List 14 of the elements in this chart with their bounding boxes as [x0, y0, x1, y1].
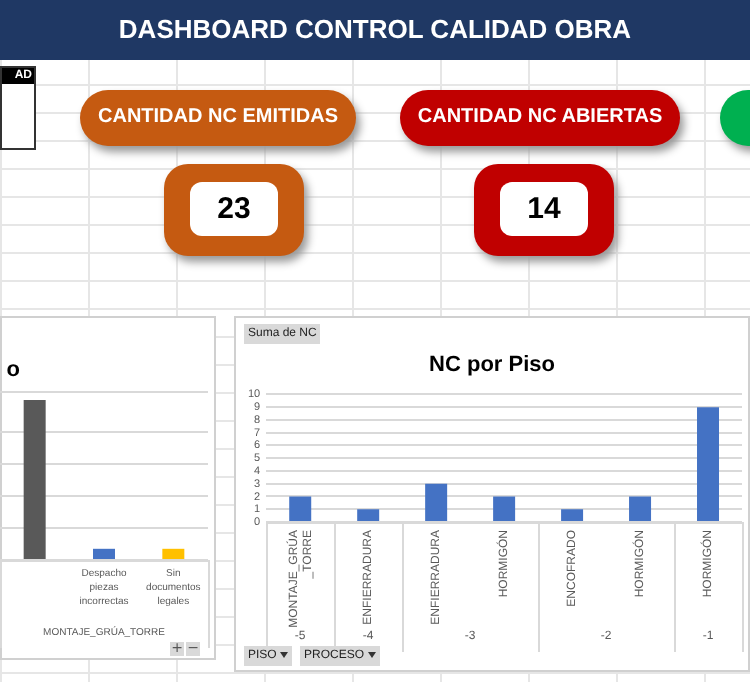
text: 14	[500, 182, 588, 236]
bar	[493, 496, 516, 521]
chart-title: o	[6, 358, 21, 383]
bar	[561, 509, 584, 521]
text: DASHBOARD CONTROL CALIDAD OBRA	[0, 0, 750, 60]
bar	[289, 496, 312, 521]
bar	[629, 496, 652, 521]
bar	[425, 483, 448, 521]
text: CANTIDAD NC EMITIDAS	[80, 90, 356, 146]
chart-title: NC por Piso	[429, 353, 556, 378]
text: 23	[190, 182, 278, 236]
bar	[697, 407, 720, 521]
bar	[357, 509, 380, 521]
text: CANTIDAD NC ABIERTAS	[400, 90, 680, 146]
